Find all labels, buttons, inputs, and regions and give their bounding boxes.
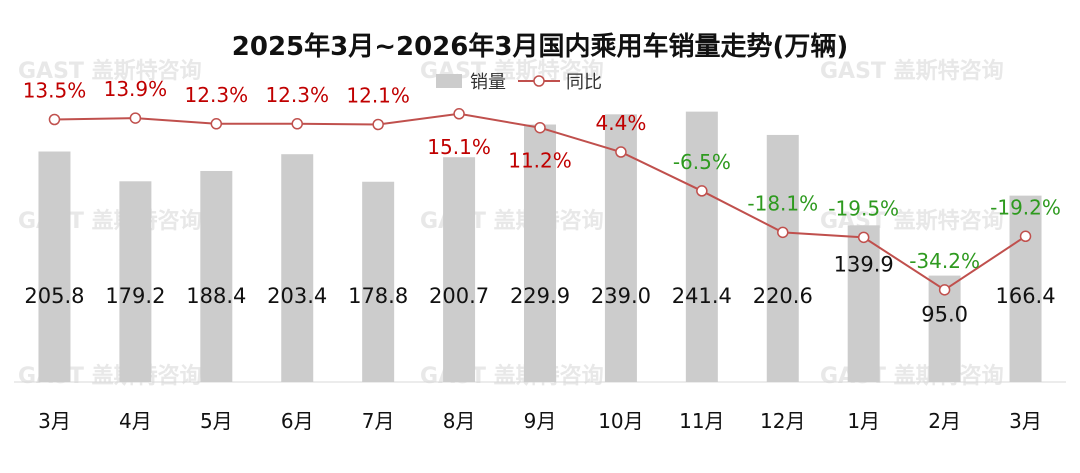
yoy-value-label: 12.3% xyxy=(265,83,329,107)
yoy-marker xyxy=(534,121,546,134)
legend-line-marker xyxy=(533,75,545,87)
x-tick-label: 12月 xyxy=(760,409,805,433)
x-tick-label: 11月 xyxy=(679,409,724,433)
yoy-marker xyxy=(372,118,384,131)
legend-line-label: 同比 xyxy=(566,72,602,93)
yoy-marker xyxy=(291,118,303,130)
bar-value-label: 188.4 xyxy=(186,284,246,308)
bar-value-label: 241.4 xyxy=(672,284,732,308)
x-tick-label: 10月 xyxy=(598,409,643,433)
x-tick-label: 5月 xyxy=(200,409,233,433)
x-tick-label: 7月 xyxy=(362,409,395,433)
bar-value-label: 179.2 xyxy=(105,284,165,308)
yoy-marker xyxy=(777,226,789,239)
bar-value-label: 166.4 xyxy=(995,284,1055,308)
x-tick-label: 3月 xyxy=(1009,409,1042,433)
yoy-marker xyxy=(696,185,708,197)
yoy-marker xyxy=(938,284,951,296)
x-tick-label: 6月 xyxy=(281,409,314,433)
yoy-marker xyxy=(857,231,870,244)
yoy-marker xyxy=(1019,230,1032,243)
yoy-value-label: 11.2% xyxy=(508,149,572,173)
legend-bar-label: 销量 xyxy=(470,72,506,93)
yoy-value-label: 12.1% xyxy=(346,84,410,108)
bar xyxy=(847,225,880,382)
bar-value-label: 239.0 xyxy=(591,284,651,308)
x-tick-label: 4月 xyxy=(119,409,152,433)
bar xyxy=(604,114,637,382)
x-tick-label: 3月 xyxy=(38,409,71,433)
yoy-labels: 13.5% 13.9% 12.3% 12.3% 12.1% 15.1% 11.2% 4.4% -… xyxy=(23,77,1061,273)
bar-value-label: 200.7 xyxy=(429,284,489,308)
yoy-value-label: -34.2% xyxy=(909,249,980,273)
yoy-marker xyxy=(48,113,61,126)
bar-value-label: 203.4 xyxy=(267,284,327,308)
yoy-value-label: 15.1% xyxy=(427,135,491,159)
yoy-marker xyxy=(129,112,142,124)
watermark: GAST 盖斯特咨询 xyxy=(820,363,1004,389)
bar xyxy=(685,111,718,383)
chart-title: 2025年3月~2026年3月国内乘用车销量走势(万辆) xyxy=(232,31,848,62)
yoy-marker xyxy=(210,118,223,130)
bar xyxy=(443,157,476,382)
bar-value-label: 139.9 xyxy=(834,252,894,276)
x-tick-label: 1月 xyxy=(847,409,880,433)
bar-labels: 205.8 179.2 188.4 203.4 178.8 200.7 229.9 239.0… xyxy=(24,252,1055,326)
bar-value-label: 205.8 xyxy=(24,284,84,308)
watermark: GAST 盖斯特咨询 xyxy=(18,58,202,84)
bar xyxy=(200,170,233,382)
bar-value-label: 220.6 xyxy=(753,284,813,308)
bar xyxy=(119,181,152,382)
legend-bar-swatch xyxy=(436,74,462,88)
yoy-value-label: 13.9% xyxy=(104,77,168,101)
yoy-value-label: -19.2% xyxy=(990,195,1061,219)
yoy-value-label: 13.5% xyxy=(23,79,87,103)
yoy-marker xyxy=(453,108,465,120)
yoy-value-label: 4.4% xyxy=(596,111,647,135)
x-tick-label: 2月 xyxy=(928,409,961,433)
bar-value-label: 229.9 xyxy=(510,284,570,308)
x-tick-label: 9月 xyxy=(524,409,557,433)
yoy-value-label: -19.5% xyxy=(828,196,899,220)
yoy-value-label: -6.5% xyxy=(673,150,731,174)
legend: 销量 同比 xyxy=(436,72,602,93)
bar xyxy=(362,181,395,382)
bar xyxy=(1009,195,1042,382)
bars xyxy=(38,111,1042,383)
bar xyxy=(281,154,314,382)
line-layer xyxy=(48,108,1032,296)
bar xyxy=(524,124,556,383)
bar-value-label: 178.8 xyxy=(348,284,408,308)
bar xyxy=(766,134,799,382)
watermark: GAST 盖斯特咨询 xyxy=(820,58,1004,84)
yoy-value-label: 12.3% xyxy=(185,83,249,107)
bar-value-label: 95.0 xyxy=(921,303,968,327)
bar xyxy=(38,151,71,382)
x-ticks: 3月 4月 5月 6月 7月 8月 9月 10月 11月 12月 1月 2月 3月 xyxy=(38,409,1042,433)
x-tick-label: 8月 xyxy=(443,409,476,433)
yoy-marker xyxy=(615,146,627,158)
yoy-value-label: -18.1% xyxy=(747,191,818,215)
